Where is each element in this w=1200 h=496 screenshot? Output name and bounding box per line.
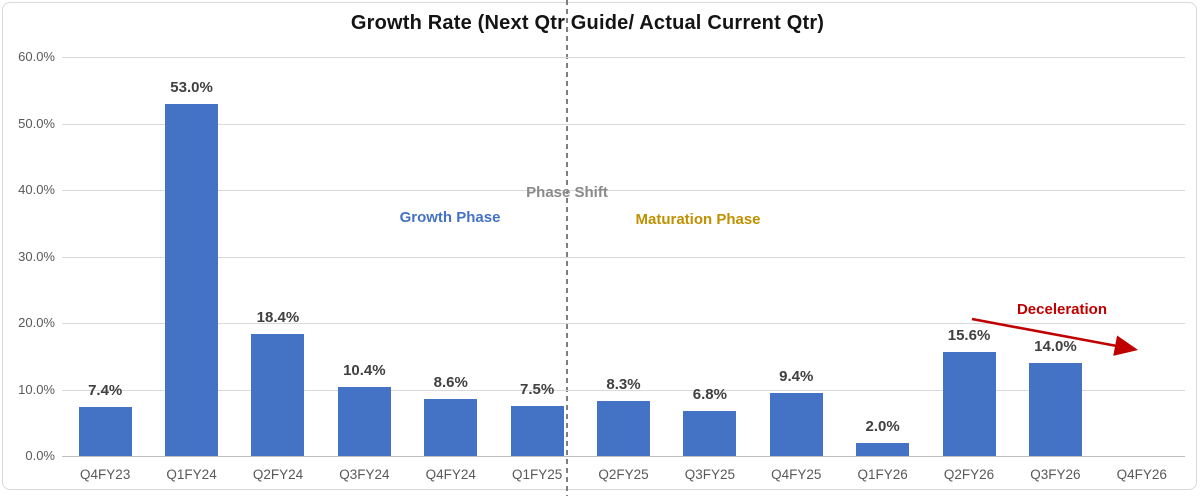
data-label-Q4FY24: 8.6%	[433, 373, 468, 391]
maturation-phase-annotation: Maturation Phase	[635, 211, 761, 228]
gridline	[62, 323, 1185, 324]
bar-Q1FY25	[510, 406, 564, 456]
deceleration-annotation: Deceleration	[1016, 301, 1108, 318]
y-axis-tick-label: 60.0%	[18, 49, 55, 64]
data-label-Q2FY26: 15.6%	[947, 327, 991, 345]
bar-Q3FY25	[683, 410, 737, 456]
data-label-Q1FY24: 53.0%	[170, 78, 213, 96]
data-label-Q2FY25: 8.3%	[606, 375, 641, 393]
bar-Q4FY25	[769, 393, 823, 456]
x-axis-tick-label: Q2FY25	[598, 467, 649, 482]
gridline	[62, 57, 1185, 58]
gridline	[62, 256, 1185, 258]
x-axis-tick-label: Q2FY24	[252, 467, 304, 482]
data-label-Q4FY23: 7.4%	[88, 381, 123, 399]
chart-border	[2, 2, 1197, 490]
y-axis-tick-label: 10.0%	[18, 381, 55, 397]
data-label-Q3FY25: 6.8%	[692, 385, 727, 403]
x-axis-line	[62, 456, 1185, 457]
x-axis-tick-label: Q4FY25	[771, 467, 822, 482]
x-axis-tick-label: Q4FY24	[425, 467, 476, 482]
x-axis-tick-label: Q3FY25	[684, 467, 736, 482]
chart-title: Growth Rate (Next Qtr Guide/ Actual Curr…	[350, 12, 825, 34]
bar-Q2FY24	[251, 333, 305, 456]
y-axis-tick-label: 20.0%	[18, 315, 55, 330]
bar-Q1FY24	[165, 103, 219, 456]
data-label-Q3FY26: 14.0%	[1034, 337, 1077, 355]
x-axis-tick-label: Q3FY24	[339, 467, 390, 482]
x-axis-tick-label: Q2FY26	[943, 467, 995, 482]
x-axis-tick-label: Q1FY24	[166, 467, 217, 482]
x-axis-tick-label: Q1FY25	[511, 467, 563, 482]
y-axis-tick-label: 40.0%	[18, 182, 55, 197]
x-axis-tick-label: Q4FY26	[1116, 467, 1167, 482]
growth-phase-annotation: Growth Phase	[399, 209, 501, 226]
deceleration-arrow-icon	[971, 317, 1139, 356]
bar-Q3FY24	[337, 386, 391, 456]
bar-Q1FY26	[856, 442, 910, 456]
gridline	[62, 123, 1185, 125]
y-axis-tick-label: 0.0%	[25, 448, 55, 463]
data-label-Q1FY26: 2.0%	[865, 417, 900, 435]
y-axis-tick-label: 30.0%	[18, 248, 55, 264]
gridline	[62, 190, 1185, 191]
x-axis-tick-label: Q4FY23	[80, 467, 131, 482]
bar-Q4FY24	[424, 398, 478, 456]
y-axis-tick-label: 50.0%	[18, 115, 55, 131]
data-label-Q1FY25: 7.5%	[520, 381, 555, 399]
bar-Q4FY23	[78, 406, 132, 456]
bar-Q2FY26	[942, 352, 996, 456]
x-axis-tick-label: Q3FY26	[1030, 467, 1081, 482]
bar-Q3FY26	[1028, 362, 1082, 456]
data-label-Q4FY25: 9.4%	[779, 368, 814, 386]
phase-shift-annotation: Phase Shift	[526, 184, 608, 201]
data-label-Q3FY24: 10.4%	[343, 361, 386, 379]
bar-Q2FY25	[597, 400, 650, 456]
x-axis-tick-label: Q1FY26	[857, 467, 908, 482]
phase-shift-divider-line	[566, 0, 568, 496]
gridline	[62, 389, 1185, 391]
data-label-Q2FY24: 18.4%	[256, 308, 300, 326]
